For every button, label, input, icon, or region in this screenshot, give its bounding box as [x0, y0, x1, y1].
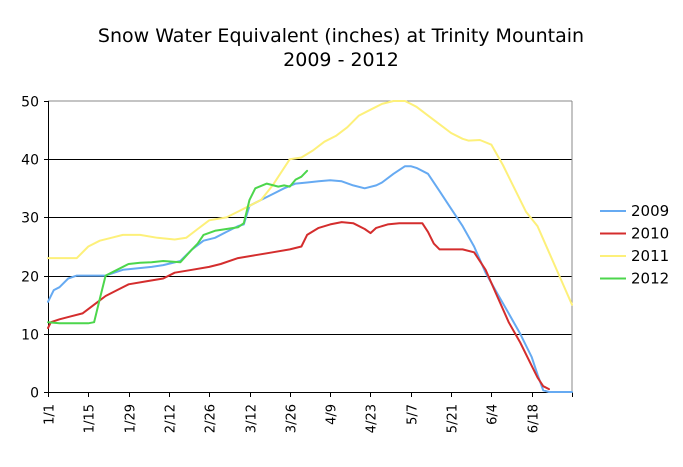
x-tick-label: 4/9	[325, 404, 340, 425]
x-tick-label: 3/26	[285, 404, 300, 433]
legend-label-2012: 2012	[631, 270, 669, 288]
legend-label-2011: 2011	[631, 247, 669, 265]
y-tick-label: 10	[21, 328, 39, 344]
y-tick-label: 50	[21, 95, 39, 111]
legend-label-2009: 2009	[631, 202, 669, 220]
series-line-2011	[47, 100, 573, 306]
y-tick-label: 0	[30, 386, 39, 402]
legend-label-2010: 2010	[631, 225, 669, 243]
x-axis-ticks: 1/1 1/15 1/29 2/12 2/26 3/12 3/26 4/9 4/23 5/7 5/2…	[43, 392, 573, 433]
axes	[48, 100, 573, 396]
chart-subtitle: 2009 - 2012	[283, 49, 399, 71]
x-tick-label: 1/1	[43, 404, 58, 425]
x-tick-label: 5/7	[406, 404, 421, 425]
x-tick-label: 1/29	[124, 404, 139, 433]
series-line-2010	[47, 221, 550, 391]
x-tick-label: 4/23	[365, 404, 380, 433]
x-tick-label: 5/21	[446, 404, 461, 433]
x-tick-label: 3/12	[245, 404, 260, 433]
x-tick-label: 2/12	[164, 404, 179, 433]
x-tick-label: 1/15	[83, 404, 98, 433]
y-axis-ticks: 0 10 20 30 40 50	[21, 95, 48, 402]
gridlines	[48, 159, 572, 335]
series-line-2012	[47, 169, 309, 325]
y-tick-label: 40	[21, 153, 39, 169]
y-tick-label: 20	[21, 270, 39, 286]
y-tick-label: 30	[21, 211, 39, 227]
series-lines	[47, 100, 573, 393]
x-tick-label: 6/4	[486, 404, 501, 425]
x-tick-label: 6/18	[527, 404, 542, 433]
chart-title: Snow Water Equivalent (inches) at Trinit…	[98, 25, 584, 47]
series-line-2009	[47, 165, 573, 393]
x-tick-label: 2/26	[204, 404, 219, 433]
legend: 2009 2010 2011 2012	[600, 202, 669, 288]
